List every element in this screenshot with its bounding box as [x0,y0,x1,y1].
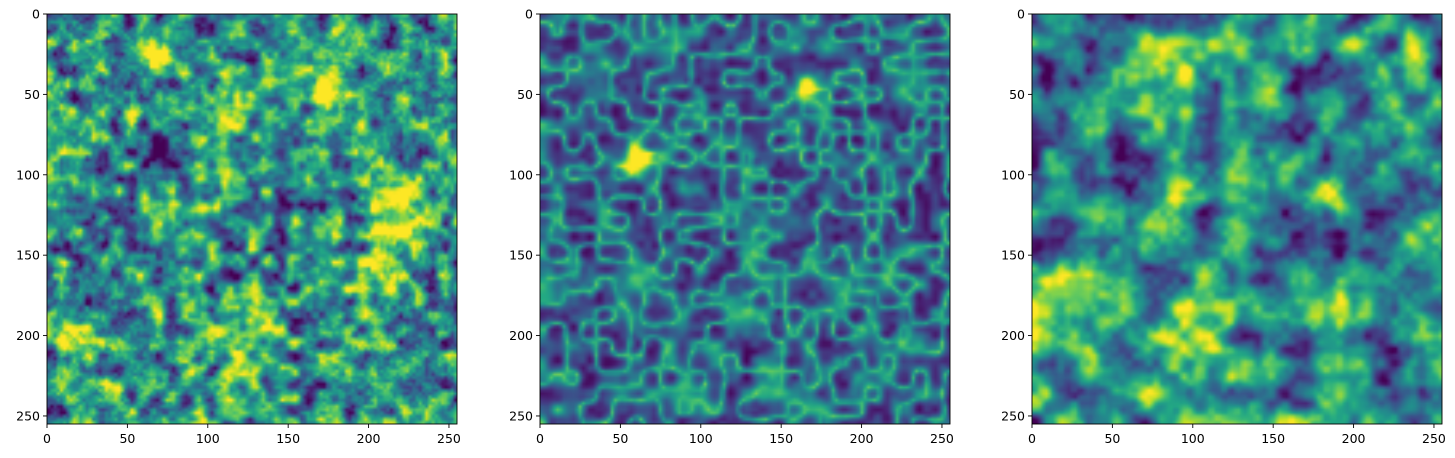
x-tick-label: 100 [689,431,713,446]
y-tick-label: 200 [16,328,40,343]
y-tick-label: 200 [1001,328,1025,343]
y-tick-label: 50 [24,87,40,102]
y-tick-label: 100 [1001,167,1025,182]
y-tick-label: 250 [509,408,533,423]
x-tick-label: 50 [612,431,628,446]
x-tick-label: 250 [437,431,461,446]
x-tick-label: 100 [196,431,220,446]
x-tick-label: 100 [1181,431,1205,446]
y-tick-label: 100 [509,167,533,182]
x-tick-label: 0 [1028,431,1036,446]
y-tick-label: 250 [1001,408,1025,423]
heatmap-image [47,14,457,424]
x-tick-label: 200 [1342,431,1366,446]
axes-frame [1031,13,1443,425]
x-tick-label: 200 [357,431,381,446]
y-tick-label: 0 [1017,7,1025,22]
y-tick-label: 0 [32,7,40,22]
x-tick-label: 150 [276,431,300,446]
y-tick-label: 100 [16,167,40,182]
heatmap-image [1032,14,1442,424]
x-tick-label: 200 [850,431,874,446]
y-tick-label: 50 [517,87,533,102]
x-tick-label: 0 [43,431,51,446]
x-tick-label: 250 [930,431,954,446]
y-tick-label: 0 [525,7,533,22]
axes-frame [539,13,951,425]
y-tick-label: 150 [509,248,533,263]
y-tick-label: 150 [1001,248,1025,263]
y-tick-label: 150 [16,248,40,263]
x-tick-label: 50 [1104,431,1120,446]
axes-frame [46,13,458,425]
x-tick-label: 150 [769,431,793,446]
y-tick-label: 250 [16,408,40,423]
y-tick-label: 200 [509,328,533,343]
x-tick-label: 50 [119,431,135,446]
x-tick-label: 0 [536,431,544,446]
heatmap-image [540,14,950,424]
y-tick-label: 50 [1009,87,1025,102]
x-tick-label: 150 [1261,431,1285,446]
x-tick-label: 250 [1422,431,1446,446]
